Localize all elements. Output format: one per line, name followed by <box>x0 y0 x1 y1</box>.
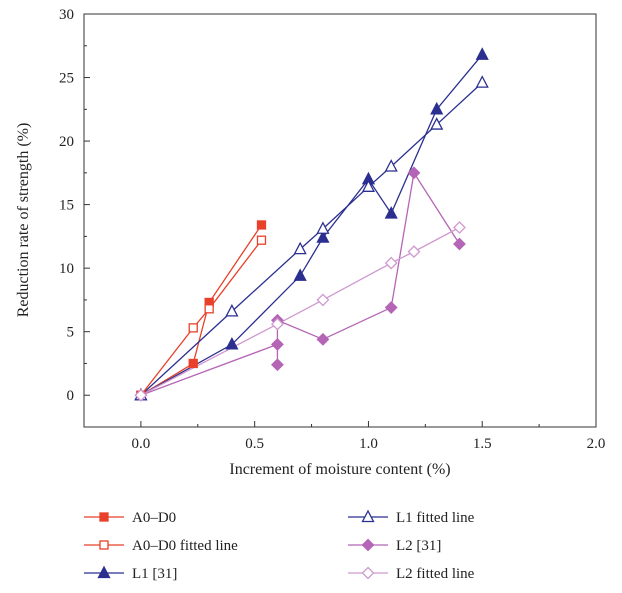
data-point-2 <box>430 101 444 115</box>
data-point-4 <box>453 237 466 251</box>
data-point-2 <box>316 230 330 243</box>
y-tick-label: 25 <box>59 71 74 87</box>
data-point-3 <box>316 221 330 234</box>
data-point-5 <box>453 221 466 234</box>
legend-marker <box>361 538 375 552</box>
legend-item: A0–D0 fitted line <box>84 538 238 554</box>
data-point-4 <box>271 358 284 372</box>
plot-frame <box>83 13 597 428</box>
data-point-5 <box>316 293 330 307</box>
legend-item: L2 [31] <box>348 538 441 554</box>
legend-marker <box>99 512 109 522</box>
y-axis-title: Reduction rate of strength (%) <box>15 123 32 318</box>
y-tick-label: 5 <box>67 325 75 341</box>
y-tick-label: 20 <box>59 134 74 150</box>
data-point-4 <box>316 332 330 346</box>
series-line-3 <box>140 82 483 396</box>
data-point-3 <box>225 303 239 317</box>
plot-area-border <box>83 13 597 428</box>
data-point-2 <box>475 47 489 60</box>
y-tick-label: 30 <box>59 7 74 23</box>
y-tick-label: 10 <box>59 261 74 277</box>
x-tick-label: 0.0 <box>132 436 151 452</box>
legend-marker <box>361 566 375 580</box>
legend-item: L1 fitted line <box>348 509 475 526</box>
legend-item: L1 [31] <box>84 565 177 582</box>
x-tick-label: 2.0 <box>587 436 606 452</box>
legend-label: L1 fitted line <box>396 510 475 526</box>
series-line-1 <box>140 239 263 396</box>
data-point-0 <box>256 220 267 230</box>
legend-marker <box>99 540 109 550</box>
x-axis-title: Increment of moisture content (%) <box>229 461 450 478</box>
data-point-3 <box>384 159 398 172</box>
data-point-1 <box>204 304 214 314</box>
data-point-2 <box>384 206 398 219</box>
data-point-4 <box>407 166 421 180</box>
y-tick-label: 15 <box>59 198 74 214</box>
data-point-0 <box>188 358 198 369</box>
legend-label: A0–D0 <box>132 510 176 526</box>
legend-marker <box>97 565 111 579</box>
data-point-1 <box>256 235 267 245</box>
y-axis-ticks: 0 5 10 15 20 25 30 <box>59 7 90 428</box>
data-point-5 <box>134 388 148 402</box>
data-point-3 <box>361 179 376 192</box>
series-lines <box>140 54 483 396</box>
legend-label: L2 [31] <box>396 538 441 554</box>
data-point-3 <box>293 241 307 255</box>
series-markers <box>134 47 489 402</box>
data-point-3 <box>475 75 489 88</box>
series-line-0 <box>140 224 263 396</box>
series-line-5 <box>140 226 460 396</box>
legend-label: L2 fitted line <box>396 566 475 582</box>
legend-item: A0–D0 <box>84 510 176 526</box>
legend-label: A0–D0 fitted line <box>132 538 238 554</box>
x-tick-label: 0.5 <box>245 436 264 452</box>
data-point-1 <box>188 323 198 333</box>
data-point-4 <box>384 301 398 314</box>
data-point-5 <box>384 256 398 270</box>
data-point-3 <box>430 117 444 130</box>
data-point-4 <box>271 337 284 351</box>
series-line-2 <box>140 54 483 396</box>
x-tick-label: 1.5 <box>473 436 492 452</box>
data-point-2 <box>293 268 307 281</box>
legend: A0–D0 A0–D0 fitted line L1 [31] L1 fitted l… <box>84 509 475 582</box>
data-point-5 <box>271 317 284 331</box>
x-tick-label: 1.0 <box>359 436 378 452</box>
legend-marker <box>361 509 375 523</box>
x-axis-ticks: 0.0 0.5 1.0 1.5 2.0 <box>83 421 606 452</box>
y-tick-label: 0 <box>67 388 75 404</box>
legend-item: L2 fitted line <box>348 566 475 582</box>
data-point-5 <box>407 245 421 259</box>
legend-label: L1 [31] <box>132 566 177 582</box>
data-point-2 <box>225 336 239 350</box>
